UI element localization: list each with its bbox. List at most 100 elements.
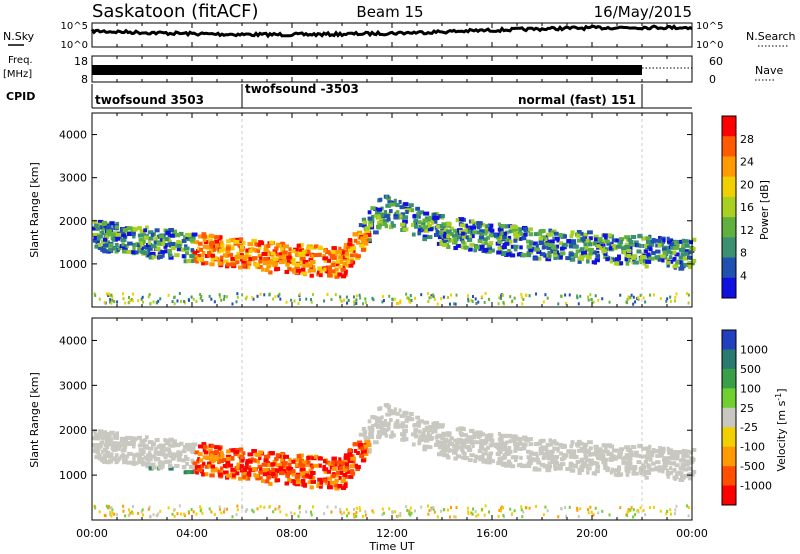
power-cell — [310, 268, 317, 273]
power-cell — [580, 257, 585, 262]
velocity-cell — [285, 473, 290, 478]
power-cell — [264, 267, 270, 272]
velocity-cell — [689, 450, 694, 455]
velocity-cell — [207, 461, 212, 466]
velocity-cell — [462, 439, 468, 444]
velocity-cell — [153, 450, 158, 455]
power-cell — [671, 241, 678, 246]
velocity-cell — [334, 486, 340, 491]
velocity-cell — [93, 504, 96, 508]
velocity-cell — [233, 447, 240, 452]
power-cell — [111, 246, 118, 251]
velocity-cell — [131, 441, 136, 446]
velocity-cell — [410, 417, 415, 422]
velocity-cell — [482, 441, 488, 446]
velocity-cell — [264, 479, 270, 484]
velocity-cell — [408, 509, 411, 513]
velocity-cell — [545, 449, 550, 454]
power-cell — [507, 235, 512, 240]
velocity-cell — [617, 465, 621, 470]
date-title: 16/May/2015 — [594, 3, 692, 21]
velocity-cell — [296, 454, 301, 459]
power-cell — [470, 219, 475, 224]
velocity-cell — [362, 446, 366, 451]
power-cell — [613, 261, 620, 266]
power-cell — [571, 242, 577, 247]
power-cell — [282, 250, 288, 255]
power-y-tick-label: 4000 — [59, 129, 87, 142]
power-cell — [435, 229, 440, 234]
velocity-cell — [279, 510, 282, 514]
power-cell — [364, 229, 371, 234]
velocity-y-tick-label: 1000 — [59, 469, 87, 482]
power-cell — [141, 295, 144, 299]
power-cell — [197, 257, 203, 262]
power-cell — [353, 302, 356, 306]
power-cell — [548, 228, 553, 233]
velocity-cell — [428, 428, 433, 433]
velocity-cell — [441, 431, 447, 436]
velocity-cell — [624, 445, 631, 450]
power-cell — [350, 246, 356, 251]
power-cell — [461, 240, 466, 245]
power-cell — [239, 255, 244, 260]
power-cell — [528, 294, 531, 298]
velocity-cell — [595, 464, 601, 469]
velocity-cell — [523, 442, 528, 447]
velocity-cell — [334, 505, 337, 509]
velocity-cell — [626, 513, 629, 517]
velocity-cell — [268, 481, 273, 486]
power-cell — [222, 259, 229, 264]
power-cell — [683, 239, 688, 244]
velocity-cell — [338, 466, 343, 471]
power-cell — [669, 295, 672, 299]
velocity-cell — [469, 453, 475, 458]
velocity-cell — [178, 504, 181, 508]
power-cell — [352, 232, 358, 237]
velocity-cell — [499, 437, 504, 442]
velocity-cell — [218, 472, 223, 477]
power-cell — [287, 266, 292, 271]
power-cell — [152, 300, 155, 304]
power-cell — [305, 262, 310, 267]
power-cell — [102, 249, 109, 254]
power-cell — [222, 253, 228, 258]
power-cell — [391, 298, 394, 302]
velocity-cell — [367, 447, 372, 452]
power-cell — [565, 301, 568, 305]
power-cell — [368, 223, 373, 228]
velocity-cell — [511, 434, 518, 439]
power-cell — [181, 239, 187, 244]
power-cell — [432, 293, 435, 297]
velocity-cell — [217, 469, 221, 474]
velocity-cell — [345, 469, 351, 474]
power-cell — [344, 253, 350, 258]
velocity-cell — [378, 406, 383, 411]
velocity-cell — [137, 453, 141, 458]
power-cell — [202, 238, 207, 243]
power-cell — [378, 223, 382, 228]
velocity-cell — [683, 474, 688, 479]
velocity-cell — [603, 462, 608, 467]
power-cell — [642, 296, 645, 300]
velocity-cell — [502, 445, 507, 450]
velocity-cell — [157, 452, 162, 457]
power-cell — [636, 249, 642, 254]
velocity-cell — [646, 463, 651, 468]
power-cell — [484, 291, 487, 295]
power-cell — [171, 300, 174, 304]
power-cell — [258, 240, 264, 245]
power-cell — [169, 242, 175, 247]
velocity-cell — [673, 512, 676, 516]
velocity-cell — [384, 423, 390, 428]
power-cell — [412, 214, 417, 219]
velocity-cell — [373, 440, 379, 445]
power-cell — [148, 293, 151, 297]
velocity-cell — [666, 474, 670, 479]
velocity-cell — [578, 441, 584, 446]
power-cell — [627, 297, 630, 301]
power-cell — [608, 300, 611, 304]
power-cell — [449, 226, 454, 231]
power-cell — [652, 293, 655, 297]
velocity-cell — [644, 513, 647, 517]
